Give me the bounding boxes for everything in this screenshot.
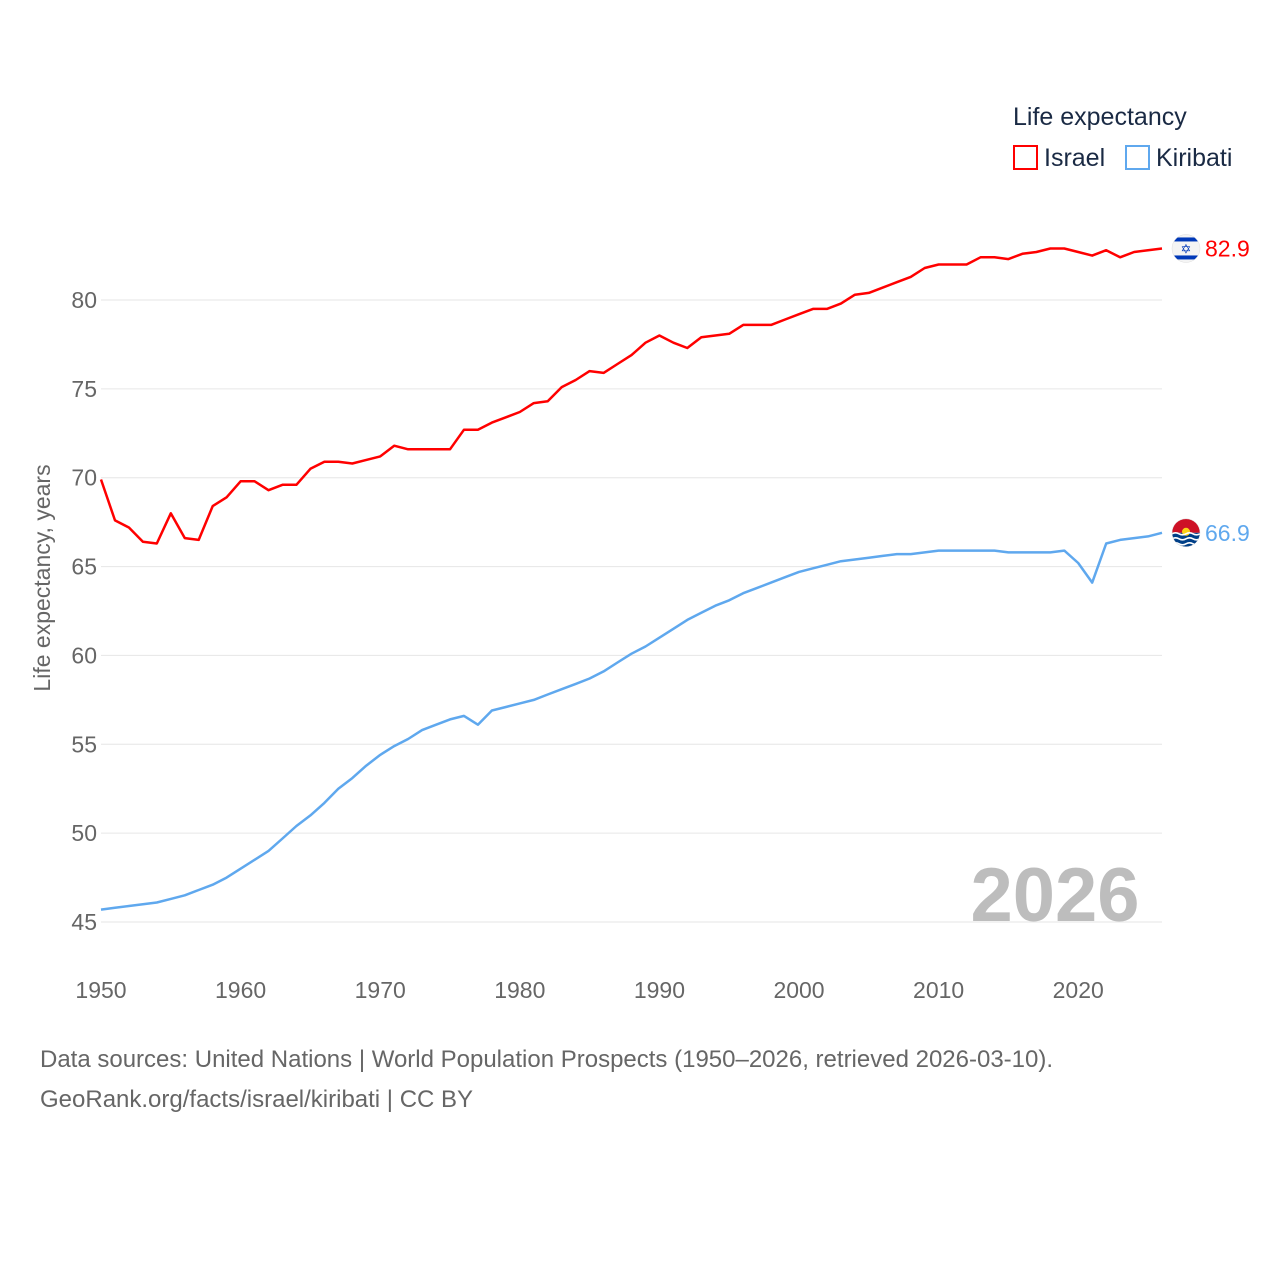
x-tick-label: 2000 <box>773 977 824 1003</box>
kiribati-flag-icon <box>1171 518 1201 548</box>
y-tick-label: 60 <box>71 642 97 668</box>
y-axis-label: Life expectancy, years <box>29 464 55 691</box>
legend: Life expectancy Israel Kiribati <box>1013 103 1232 172</box>
x-tick-label: 2020 <box>1053 977 1104 1003</box>
legend-label-kiribati[interactable]: Kiribati <box>1156 144 1232 172</box>
y-tick-label: 55 <box>71 731 97 757</box>
data-sources: Data sources: United Nations | World Pop… <box>40 1046 1054 1073</box>
legend-swatch-israel[interactable] <box>1013 145 1038 170</box>
y-tick-label: 75 <box>71 376 97 402</box>
year-watermark: 2026 <box>970 853 1139 938</box>
x-tick-label: 2010 <box>913 977 964 1003</box>
series-line-israel <box>99 247 1163 545</box>
end-value-kiribati: 66.9 <box>1205 520 1250 546</box>
credit-link[interactable]: GeoRank.org/facts/israel/kiribati | CC B… <box>40 1086 474 1113</box>
y-tick-label: 70 <box>71 465 97 491</box>
legend-label-israel[interactable]: Israel <box>1044 144 1105 172</box>
end-labels: ✡ 82.9 66.9 <box>1171 234 1250 548</box>
x-axis-ticks: 1950 1960 1970 1980 1990 2000 2010 2020 <box>75 977 1103 1003</box>
y-tick-label: 80 <box>71 287 97 313</box>
x-tick-label: 1950 <box>75 977 126 1003</box>
svg-text:✡: ✡ <box>1181 241 1192 256</box>
x-tick-label: 1960 <box>215 977 266 1003</box>
legend-swatch-kiribati[interactable] <box>1125 145 1150 170</box>
x-tick-label: 1970 <box>355 977 406 1003</box>
y-axis-ticks: 45 50 55 60 65 70 75 80 <box>71 287 97 935</box>
series-lines <box>99 247 1163 911</box>
israel-flag-icon: ✡ <box>1171 234 1201 263</box>
x-tick-label: 1990 <box>634 977 685 1003</box>
y-tick-label: 50 <box>71 820 97 846</box>
y-tick-label: 65 <box>71 554 97 580</box>
legend-title: Life expectancy <box>1013 103 1187 131</box>
end-value-israel: 82.9 <box>1205 235 1250 261</box>
series-line-kiribati <box>100 531 1163 911</box>
y-tick-label: 45 <box>71 909 97 935</box>
gridlines <box>101 299 1162 923</box>
x-tick-label: 1980 <box>494 977 545 1003</box>
